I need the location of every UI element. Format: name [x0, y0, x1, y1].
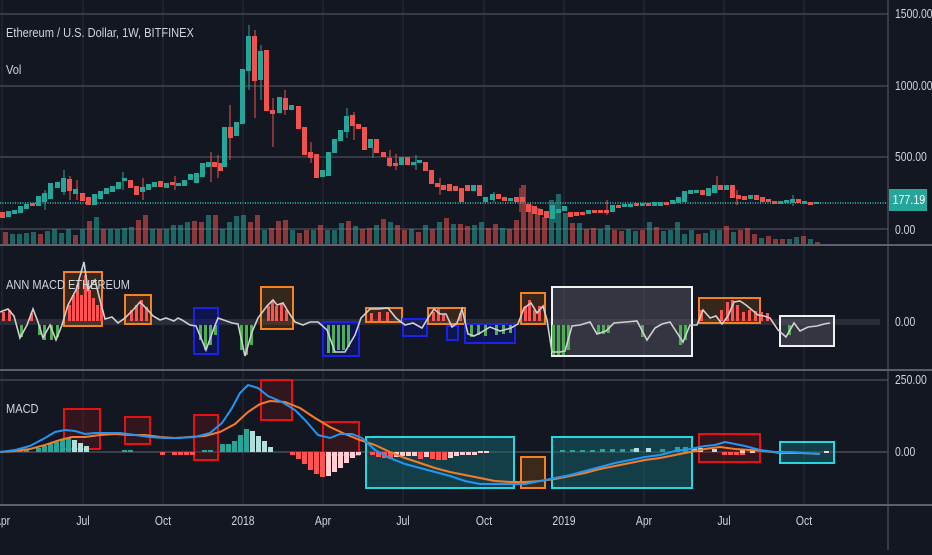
time-label-jul-2019: Jul [717, 513, 731, 528]
ann-zero-dashes [0, 319, 880, 325]
ann-signal-boxes [63, 271, 835, 357]
time-label-apr-2018: Apr [314, 513, 332, 528]
price-tick-1000: 1000.00 [895, 78, 932, 93]
time-label-oct-2018: Oct [475, 513, 493, 528]
time-label-apr-2019: Apr [635, 513, 653, 528]
time-label-oct-2017: Oct [154, 513, 172, 528]
time-label-oct-2019: Oct [795, 513, 813, 528]
price-tick-500: 500.00 [895, 149, 927, 164]
price-tick-0: 0.00 [895, 222, 916, 237]
ann-line [0, 261, 831, 357]
macd-legend: MACD [6, 401, 39, 416]
pane-separators[interactable] [0, 244, 932, 506]
time-label-jul-2017: Jul [76, 513, 90, 528]
time-label-2018: 2018 [231, 513, 255, 528]
last-price-value: 177.19 [892, 192, 926, 207]
macd-tick-0: 0.00 [895, 444, 916, 459]
ann-macd-legend: ANN MACD ETHEREUM [6, 277, 131, 292]
macd-line [0, 383, 821, 485]
time-label-jul-2018: Jul [396, 513, 410, 528]
price-tick-1500: 1500.00 [895, 6, 932, 21]
volume-bars [3, 185, 820, 244]
last-price-badge: 177.19 [889, 189, 927, 211]
symbol-title: Ethereum / U.S. Dollar, 1W, BITFINEX [6, 25, 194, 40]
volume-legend: Vol [6, 62, 22, 77]
macd-tick-250: 250.00 [895, 372, 927, 387]
price-candles [0, 25, 819, 223]
vertical-gridlines [1, 0, 805, 505]
ann-tick-0: 0.00 [895, 314, 916, 329]
time-label-2019: 2019 [552, 513, 576, 528]
time-label-apr-2017: Apr [0, 513, 11, 528]
ann-histogram [2, 275, 791, 355]
